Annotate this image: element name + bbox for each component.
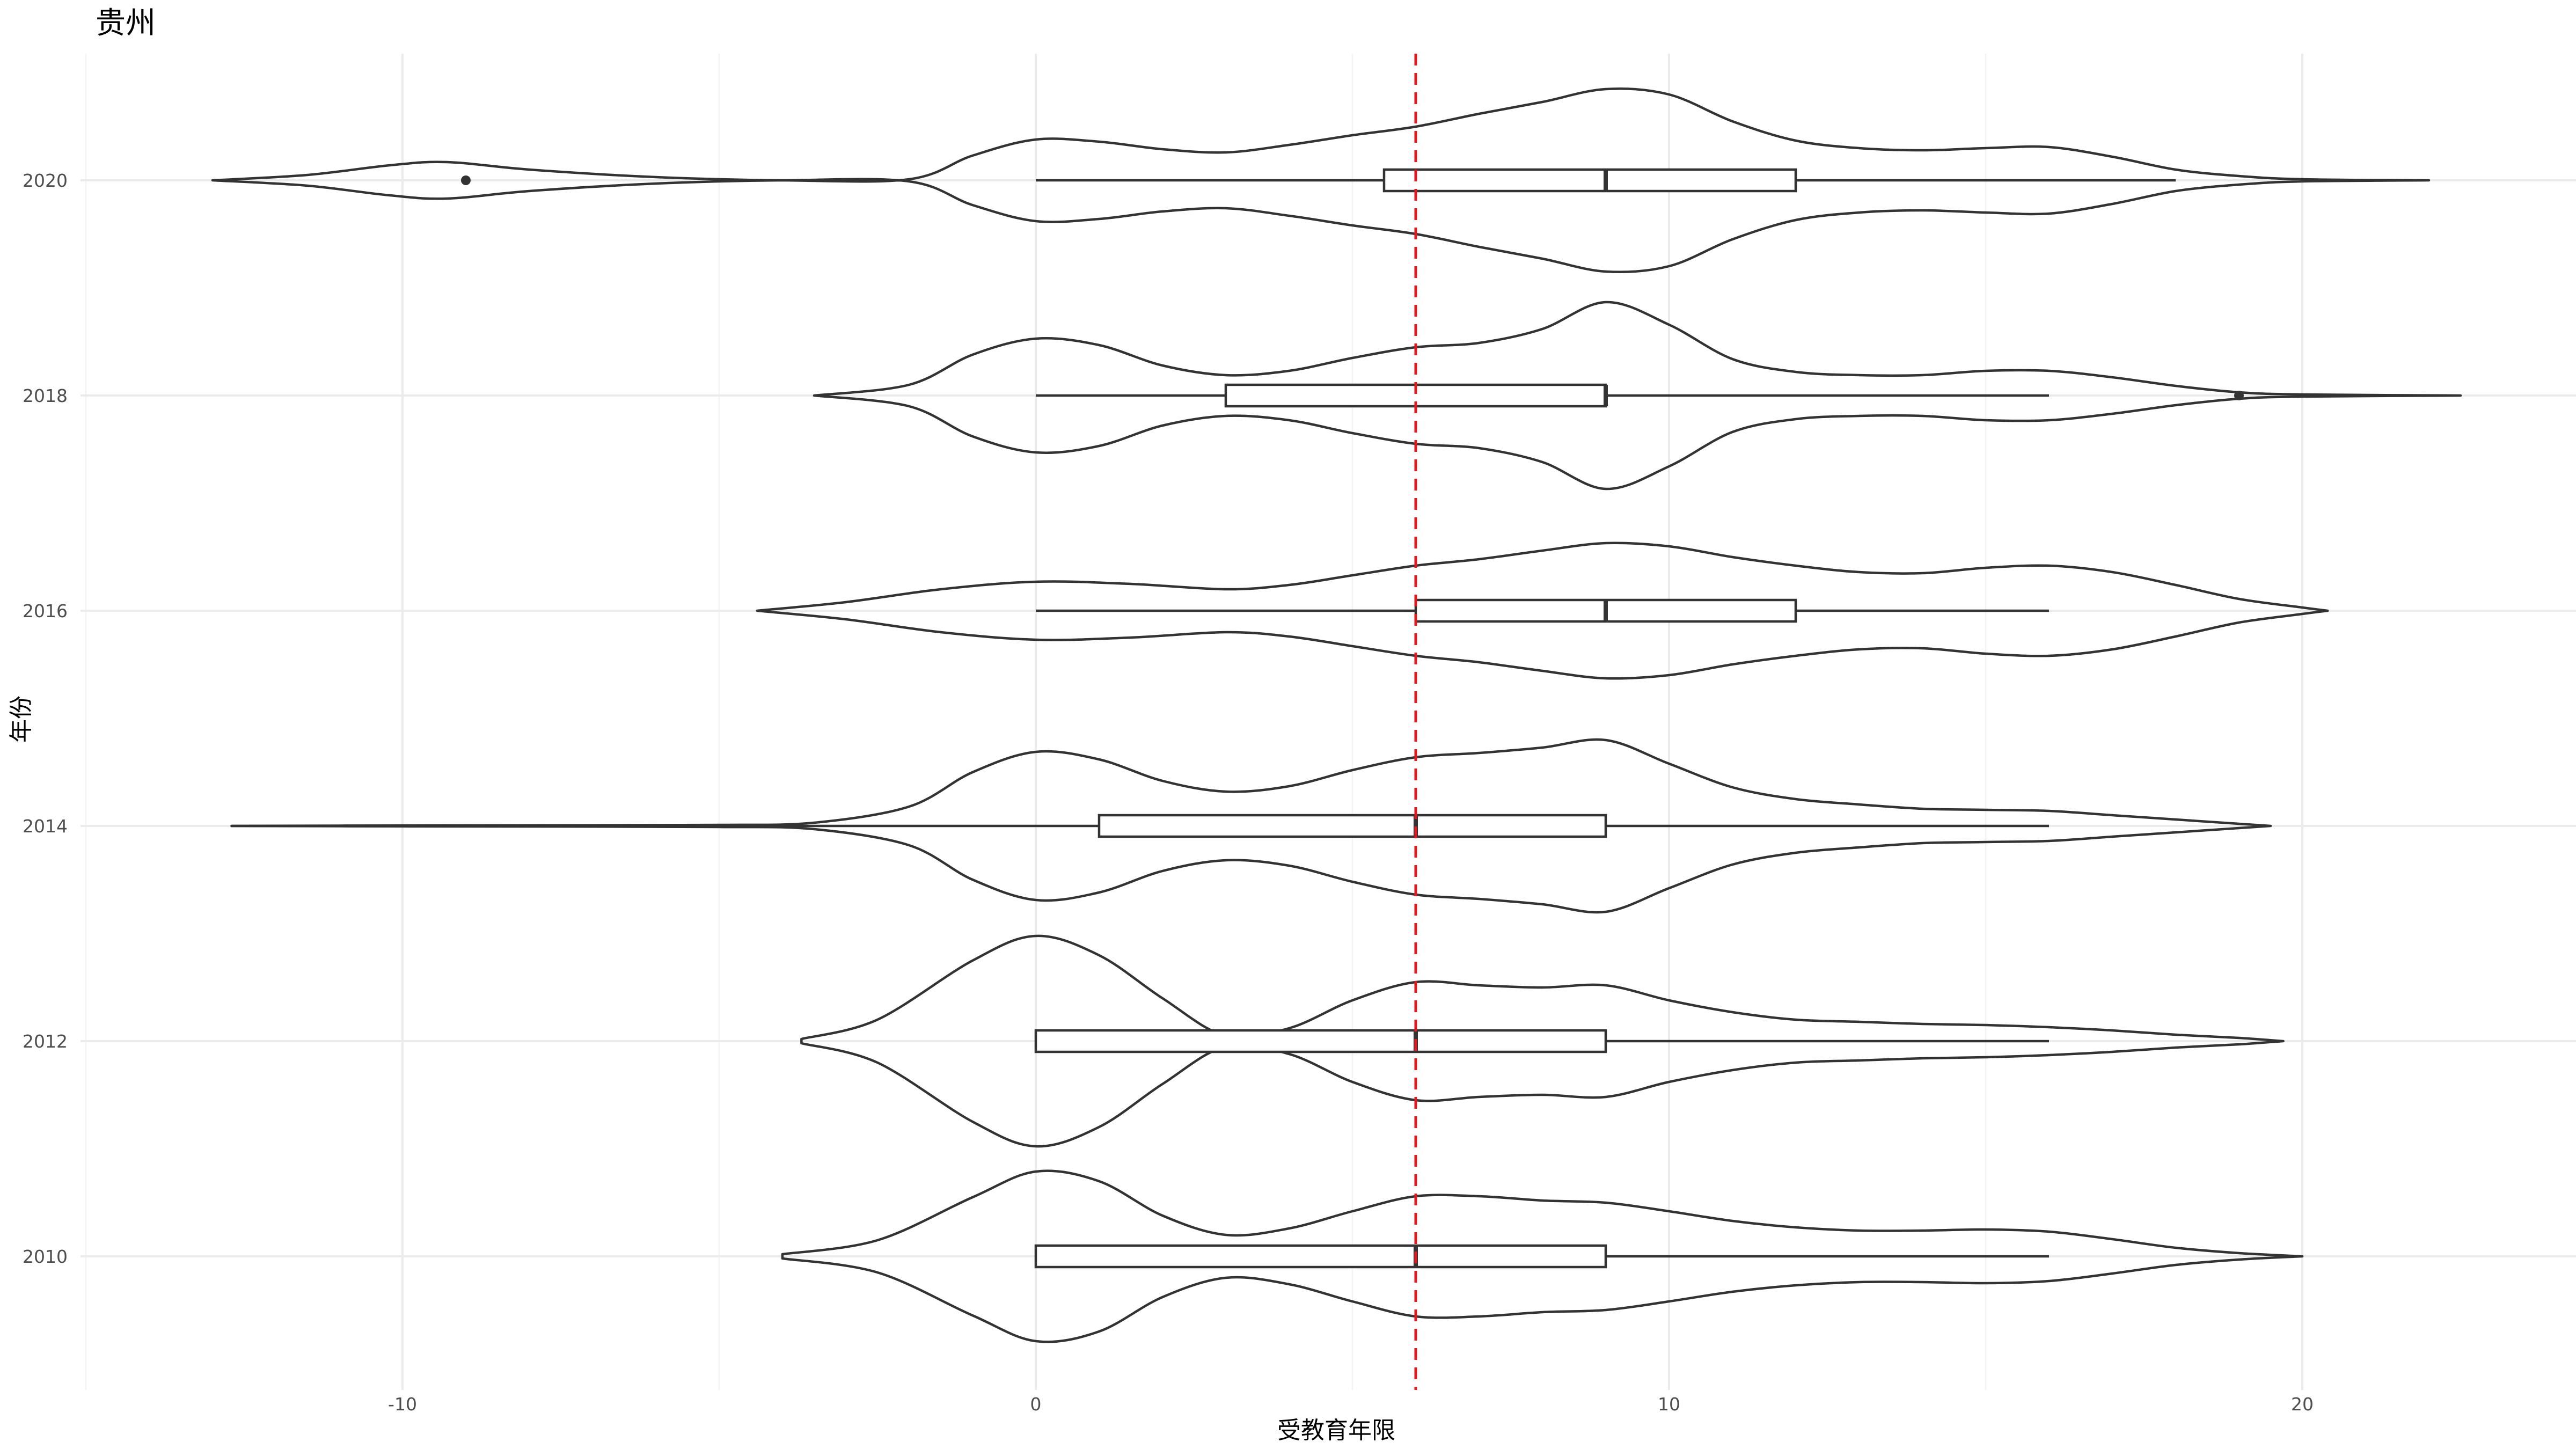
violin-2014 — [230, 738, 2272, 914]
x-axis-title: 受教育年限 — [1277, 1417, 1395, 1444]
violin-2012 — [800, 934, 2285, 1148]
violin-2016 — [756, 541, 2329, 680]
y-axis-ticks: 2010 2012 2014 2016 2018 2020 — [23, 170, 68, 1267]
outlier-point-2020 — [461, 175, 471, 185]
violin-outline-2016 — [756, 541, 2329, 680]
chart-title: 贵州 — [96, 6, 156, 41]
violin-2010 — [781, 1169, 2304, 1343]
x-axis-ticks: -10 0 10 20 — [388, 1394, 2314, 1415]
box-2012 — [1034, 1029, 1607, 1053]
y-tick-label: 2012 — [23, 1031, 68, 1052]
y-tick-label: 2016 — [23, 601, 68, 621]
violin-outline-2010 — [781, 1169, 2304, 1343]
y-tick-label: 2018 — [23, 385, 68, 406]
outlier-point-2018 — [2234, 391, 2244, 400]
y-axis-title: 年份 — [8, 696, 35, 743]
x-tick-label: 10 — [1658, 1394, 1680, 1415]
x-tick-label: -10 — [388, 1394, 417, 1415]
grid-lines — [80, 54, 2576, 1390]
violin-outline-2018 — [813, 301, 2462, 491]
x-tick-label: 0 — [1030, 1394, 1042, 1415]
violin-outline-2014 — [230, 738, 2272, 914]
y-tick-label: 2014 — [23, 816, 68, 837]
violin-2020 — [211, 87, 2431, 274]
x-tick-label: 20 — [2291, 1394, 2314, 1415]
violin-series — [211, 87, 2462, 1343]
y-tick-label: 2020 — [23, 170, 68, 191]
violin-outline-2020 — [211, 87, 2431, 274]
box-2014 — [1097, 814, 1607, 838]
violin-outline-2012 — [800, 934, 2285, 1148]
y-tick-label: 2010 — [23, 1246, 68, 1267]
box-2020 — [1382, 168, 1797, 193]
box-2010 — [1034, 1244, 1607, 1269]
